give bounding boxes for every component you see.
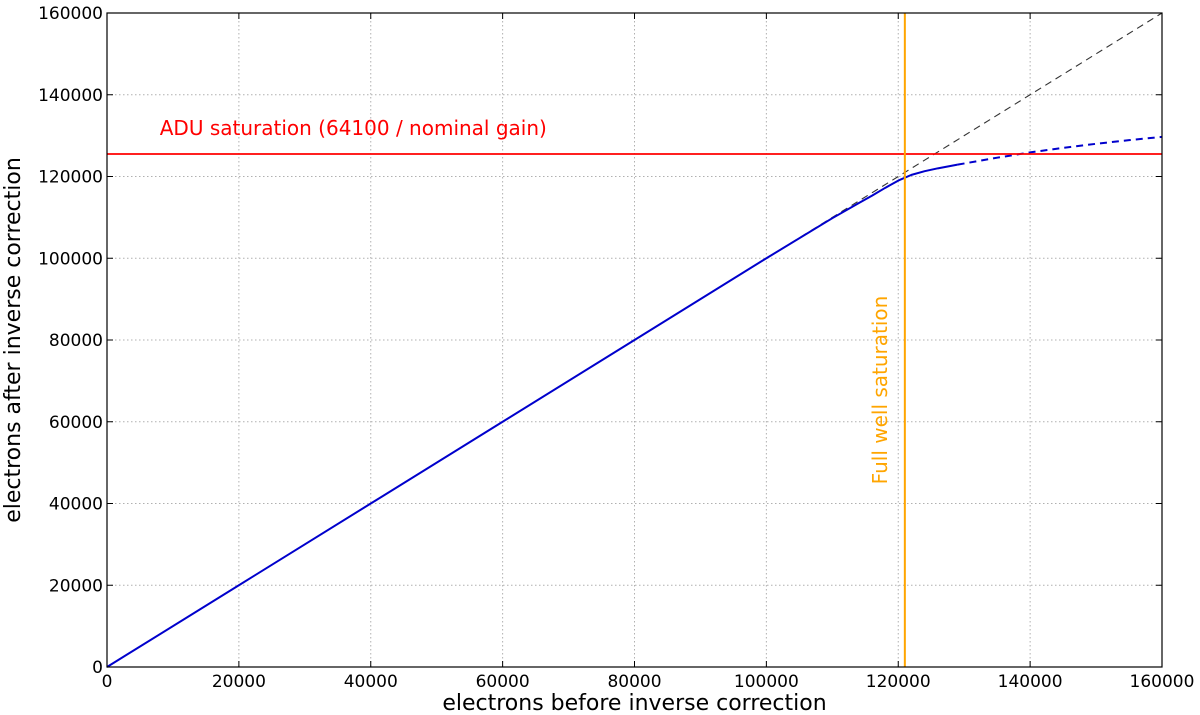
y-tick-label: 0	[92, 658, 103, 678]
series-layer	[106, 12, 1163, 668]
y-tick-label: 140000	[38, 86, 103, 106]
y-tick-label: 40000	[49, 495, 103, 515]
y-tick-label: 100000	[38, 249, 103, 269]
x-tick-label: 0	[102, 672, 113, 692]
grid	[107, 13, 1162, 667]
x-tick-label: 120000	[866, 672, 931, 692]
correction-curve-extrapolated	[957, 135, 1163, 166]
x-tick-label: 20000	[212, 672, 266, 692]
correction-curve	[106, 163, 958, 668]
x-tick-label: 100000	[734, 672, 799, 692]
x-axis-label: electrons before inverse correction	[442, 691, 826, 715]
x-tick-label: 40000	[344, 672, 398, 692]
x-tick-label: 160000	[1130, 672, 1195, 692]
y-tick-label: 80000	[49, 331, 103, 351]
x-tick-label: 80000	[607, 672, 661, 692]
x-tick-label: 60000	[476, 672, 530, 692]
y-tick-label: 20000	[49, 576, 103, 596]
y-tick-label: 60000	[49, 413, 103, 433]
y-tick-label: 120000	[38, 168, 103, 188]
full-well-saturation-label: Full well saturation	[868, 296, 892, 485]
reference-lines: ADU saturation (64100 / nominal gain) Ful…	[107, 13, 1162, 667]
x-tick-label: 140000	[998, 672, 1063, 692]
ticks: 0 20000 40000 60000 80000 100000 120000 140000 1…	[38, 4, 1194, 692]
y-tick-label: 160000	[38, 4, 103, 24]
y-axis-label: electrons after inverse correction	[1, 157, 26, 523]
adu-saturation-label: ADU saturation (64100 / nominal gain)	[160, 116, 547, 140]
